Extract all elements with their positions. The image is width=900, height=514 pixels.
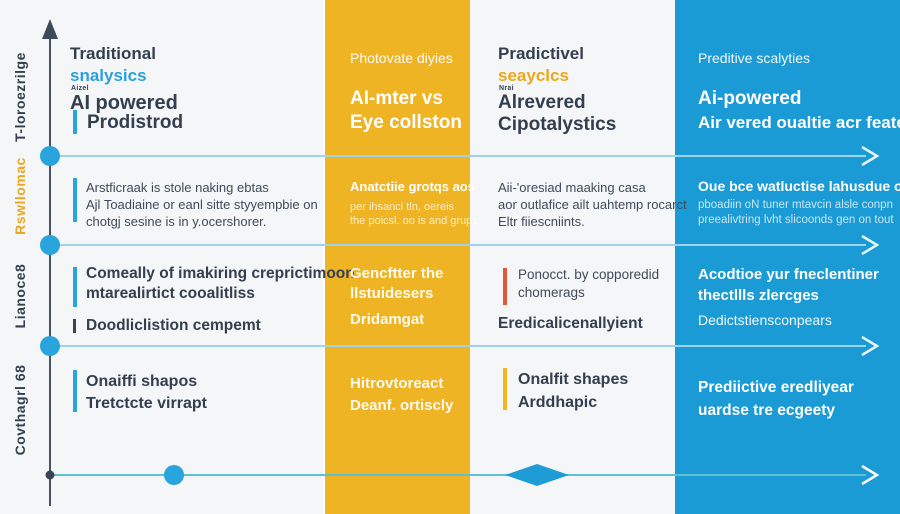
col1-header-line3: AI powered (70, 92, 178, 114)
col3-row2-line3: Eltr fiiescniints. (498, 214, 585, 229)
col4-row2-line3: preealivtring lvht slicoonds gen on tout (698, 214, 894, 226)
col1-row3-line2: mtarealirtict cooalitliss (86, 285, 255, 302)
col3-row2-line2: aor outlafice ailt uahtemp rocarct (498, 197, 687, 212)
col2-header-line3: Eye collston (350, 112, 462, 133)
quote-bar (73, 178, 77, 222)
col3-row3-line3: Eredicalicenallyient (498, 315, 643, 332)
col3-row4-line1: Onalfit shapes (518, 371, 629, 388)
col2-row2-line1: Anatctiie grotqs aos (350, 179, 475, 194)
node-dot (40, 235, 60, 255)
col2-row4-line2: Deanf. ortiscly (350, 397, 454, 414)
node-dot (40, 336, 60, 356)
col4-header-line1: Preditive scalyties (698, 50, 811, 66)
col2-row2-line2: per ihsancl tln, oereis (350, 201, 454, 213)
col3-row2-line1: Aii-'oresiad maaking casa (498, 180, 646, 195)
diamond-marker (505, 464, 569, 486)
col2-row3-line3: Dridamgat (350, 311, 425, 328)
col4-header-line3: Air vered oualtie acr feate (698, 113, 900, 132)
col4-row3-line1: Acodtioe yur fneclentiner (698, 266, 879, 283)
col1-row2-line3: chotgj sesine is in y.ocershorer. (86, 214, 267, 229)
col3-row4-line2: Arddhapic (518, 394, 598, 411)
col3-header-line2: seayclcs (498, 66, 569, 85)
col4-row4-line1: Prediictive eredliyear (698, 379, 854, 396)
quote-bar (73, 319, 76, 333)
col3-header-tiny: Nrai (499, 85, 514, 92)
up-arrow-icon (42, 19, 58, 39)
col1-header-tiny: Aizel (71, 85, 89, 92)
quote-bar (73, 110, 77, 134)
col2-row3-line2: llstuidesers (350, 285, 434, 302)
col3-header-line4: Cipotalystics (498, 114, 617, 135)
col1-row3-line1: Comeally of imakiring creprictimoon (86, 265, 355, 282)
node-dot-small (45, 470, 55, 480)
col1-row2-line2: Ajl Toadiaine or eanl sitte styyempbie o… (86, 197, 318, 212)
blue-column-background (675, 0, 900, 514)
col1-row4-line2: Tretctcte virrapt (86, 395, 207, 412)
quote-bar (503, 368, 507, 410)
col2-row4-line1: Hitrovtoreact (350, 375, 444, 392)
quote-bar (73, 267, 77, 307)
col4-row3-line2: thectllls zlercges (698, 287, 819, 304)
col3-header-line3: Alrevered (498, 92, 586, 113)
col2-row2-line3: the poicsl. oo is and grups (350, 215, 478, 227)
node-dot (164, 465, 184, 485)
col4-row4-line2: uardse tre ecgeety (698, 402, 835, 419)
col1-row4-line1: Onaiffi shapos (86, 373, 198, 390)
col1-header-line2: snalysics (70, 66, 147, 85)
col3-row3-line1: Ponocct. by copporedid (518, 267, 660, 282)
col3-header-line1: Pradictivel (498, 44, 584, 63)
quote-bar (503, 268, 507, 305)
col2-header-line2: AI-mter vs (350, 88, 443, 109)
col4-header-line2: Ai-powered (698, 88, 802, 109)
quote-bar (73, 370, 77, 412)
col4-row2-line1: Oue bce watluctise lahusdue ot (698, 178, 900, 194)
col1-header-line1: Traditional (70, 44, 156, 63)
yellow-column-background (323, 0, 470, 514)
axis-label-4: Covthagrl 68 (12, 364, 28, 456)
col2-row3-line1: Gencftter the (350, 265, 444, 282)
col1-row2-line1: Arstficraak is stole naking ebtas (86, 180, 269, 195)
col2-header-line1: Photovate diyies (350, 50, 453, 66)
col1-row3-line3: Doodliclistion cempemt (86, 317, 261, 334)
col4-row2-line2: pboadiin oN tuner mtavcin alsle conpn (698, 199, 893, 211)
col1-header-line4: Prodistrod (87, 112, 184, 133)
node-dot (40, 146, 60, 166)
col4-row3-line3: Dedictstiensconpears (698, 312, 832, 328)
col3-row3-line2: chomerags (518, 285, 585, 300)
